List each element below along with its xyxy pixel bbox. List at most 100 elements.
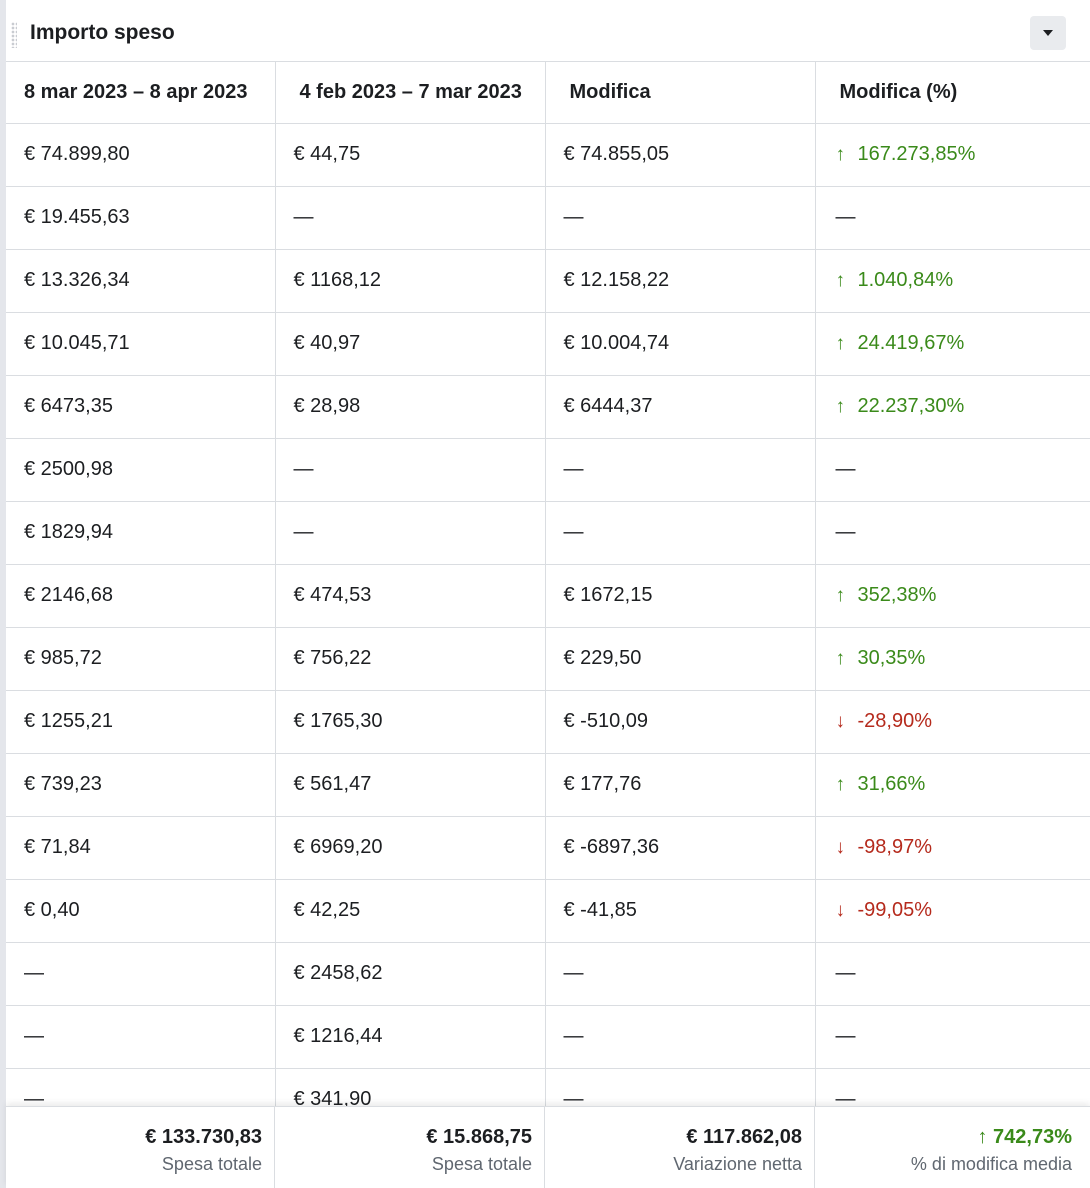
table-row: € 10.045,71 € 40,97 € 10.004,74 ↑ 24.419,67% <box>6 312 1090 376</box>
cell-change: € 74.855,05 <box>545 123 816 187</box>
cell-change: € 6444,37 <box>545 375 816 439</box>
arrow-up-icon: ↑ <box>835 270 846 291</box>
cell-change-percent: ↓ -99,05% <box>815 879 1090 943</box>
arrow-down-icon: ↓ <box>835 711 846 732</box>
footer-label: Spesa totale <box>431 1154 532 1174</box>
cell-change-percent: ↑ 352,38% <box>815 564 1090 628</box>
cell-change: — <box>545 942 816 1006</box>
table-row: € 1255,21 € 1765,30 € -510,09 ↓ -28,90% <box>6 690 1090 754</box>
cell-current: — <box>6 942 276 1006</box>
footer-label: Variazione netta <box>673 1154 802 1174</box>
table-row: — € 1216,44— — <box>6 1005 1090 1069</box>
cell-change-percent: ↑ 24.419,67% <box>815 312 1090 376</box>
cell-previous: € 1216,44 <box>275 1005 546 1069</box>
cell-change: € 229,50 <box>545 627 816 691</box>
cell-change: € 12.158,22 <box>545 249 816 313</box>
arrow-up-icon: ↑ <box>835 585 846 606</box>
arrow-up-icon: ↑ <box>835 396 846 417</box>
cell-change: € -510,09 <box>545 690 816 754</box>
cell-change-percent: — <box>815 438 1090 502</box>
cell-change-percent: ↑ 167.273,85% <box>815 123 1090 187</box>
cell-current: € 13.326,34 <box>6 249 276 313</box>
table-row: € 739,23 € 561,47 € 177,76 ↑ 31,66% <box>6 753 1090 817</box>
spend-table: 8 mar 2023 – 8 apr 2023 4 feb 2023 – 7 m… <box>6 62 1090 1132</box>
table-row: € 2146,68 € 474,53 € 1672,15 ↑ 352,38% <box>6 564 1090 628</box>
cell-change-percent: — <box>815 501 1090 565</box>
cell-change-percent: ↑ 31,66% <box>815 753 1090 817</box>
cell-current: € 985,72 <box>6 627 276 691</box>
cell-previous: € 40,97 <box>275 312 546 376</box>
column-header-current-period[interactable]: 8 mar 2023 – 8 apr 2023 <box>6 62 276 124</box>
cell-previous: € 1765,30 <box>275 690 546 754</box>
column-header-change[interactable]: Modifica <box>545 62 816 124</box>
arrow-up-icon: ↑ <box>835 144 846 165</box>
footer-value: € 117.862,08 <box>686 1126 802 1148</box>
cell-previous: € 6969,20 <box>275 816 546 880</box>
cell-current: € 71,84 <box>6 816 276 880</box>
options-dropdown-button[interactable] <box>1030 16 1066 50</box>
cell-previous: € 1168,12 <box>275 249 546 313</box>
cell-current: € 2146,68 <box>6 564 276 628</box>
column-header-change-percent[interactable]: Modifica (%) <box>815 62 1090 124</box>
cell-change: € -6897,36 <box>545 816 816 880</box>
cell-previous: € 28,98 <box>275 375 546 439</box>
totals-footer: € 133.730,83 Spesa totale € 15.868,75 Spesa… <box>6 1106 1090 1188</box>
arrow-up-icon: ↑ <box>835 648 846 669</box>
footer-average-change-percent: ↑ 742,73% % di modifica media <box>815 1107 1090 1188</box>
change-percent-value: 30,35% <box>857 647 926 669</box>
cell-change-percent: — <box>815 1005 1090 1069</box>
change-percent-value: -99,05% <box>857 899 933 921</box>
footer-net-change: € 117.862,08 Variazione netta <box>545 1107 815 1188</box>
cell-current: € 2500,98 <box>6 438 276 502</box>
footer-value: € 15.868,75 <box>426 1126 532 1148</box>
cell-change: — <box>545 186 816 250</box>
column-header-previous-period[interactable]: 4 feb 2023 – 7 mar 2023 <box>275 62 546 124</box>
cell-current: € 19.455,63 <box>6 186 276 250</box>
change-percent-value: -28,90% <box>857 710 933 732</box>
table-row: € 0,40 € 42,25 € -41,85 ↓ -99,05% <box>6 879 1090 943</box>
table-body: € 74.899,80 € 44,75 € 74.855,05 ↑ 167.273,85… <box>6 123 1090 1132</box>
cell-current: € 74.899,80 <box>6 123 276 187</box>
cell-change-percent: ↑ 1.040,84% <box>815 249 1090 313</box>
caret-down-icon <box>1043 30 1053 36</box>
change-percent-value: 24.419,67% <box>857 332 965 354</box>
cell-current: € 1255,21 <box>6 690 276 754</box>
footer-label: % di modifica media <box>910 1154 1072 1174</box>
table-row: € 74.899,80 € 44,75 € 74.855,05 ↑ 167.273,85… <box>6 123 1090 187</box>
cell-change: € 10.004,74 <box>545 312 816 376</box>
footer-value: € 133.730,83 <box>145 1126 262 1148</box>
cell-change: € 177,76 <box>545 753 816 817</box>
table-row: € 985,72 € 756,22 € 229,50 ↑ 30,35% <box>6 627 1090 691</box>
change-percent-value: 1.040,84% <box>857 269 954 291</box>
cell-current: € 739,23 <box>6 753 276 817</box>
drag-handle-icon[interactable] <box>11 22 17 48</box>
cell-current: — <box>6 1005 276 1069</box>
arrow-up-icon: ↑ <box>835 774 846 795</box>
cell-previous: € 44,75 <box>275 123 546 187</box>
footer-value: 742,73% <box>993 1126 1072 1148</box>
cell-previous: € 756,22 <box>275 627 546 691</box>
footer-total-current: € 133.730,83 Spesa totale <box>6 1107 275 1188</box>
table-row: € 71,84 € 6969,20 € -6897,36 ↓ -98,97% <box>6 816 1090 880</box>
cell-change-percent: ↑ 30,35% <box>815 627 1090 691</box>
cell-previous: € 474,53 <box>275 564 546 628</box>
cell-previous: — <box>275 438 546 502</box>
change-percent-value: 352,38% <box>857 584 937 606</box>
table-header-row: 8 mar 2023 – 8 apr 2023 4 feb 2023 – 7 m… <box>6 62 1090 124</box>
cell-previous: — <box>275 186 546 250</box>
cell-previous: — <box>275 501 546 565</box>
cell-current: € 1829,94 <box>6 501 276 565</box>
cell-current: € 10.045,71 <box>6 312 276 376</box>
cell-change: — <box>545 501 816 565</box>
table-row: — € 2458,62— — <box>6 942 1090 1006</box>
cell-current: € 6473,35 <box>6 375 276 439</box>
cell-change-percent: ↑ 22.237,30% <box>815 375 1090 439</box>
cell-previous: € 42,25 <box>275 879 546 943</box>
table-row: € 13.326,34 € 1168,12 € 12.158,22 ↑ 1.040,84… <box>6 249 1090 313</box>
arrow-down-icon: ↓ <box>835 900 846 921</box>
cell-change-percent: ↓ -28,90% <box>815 690 1090 754</box>
card-header: Importo speso <box>6 0 1090 62</box>
cell-change: € 1672,15 <box>545 564 816 628</box>
footer-value-with-arrow: ↑ 742,73% <box>815 1125 1072 1149</box>
